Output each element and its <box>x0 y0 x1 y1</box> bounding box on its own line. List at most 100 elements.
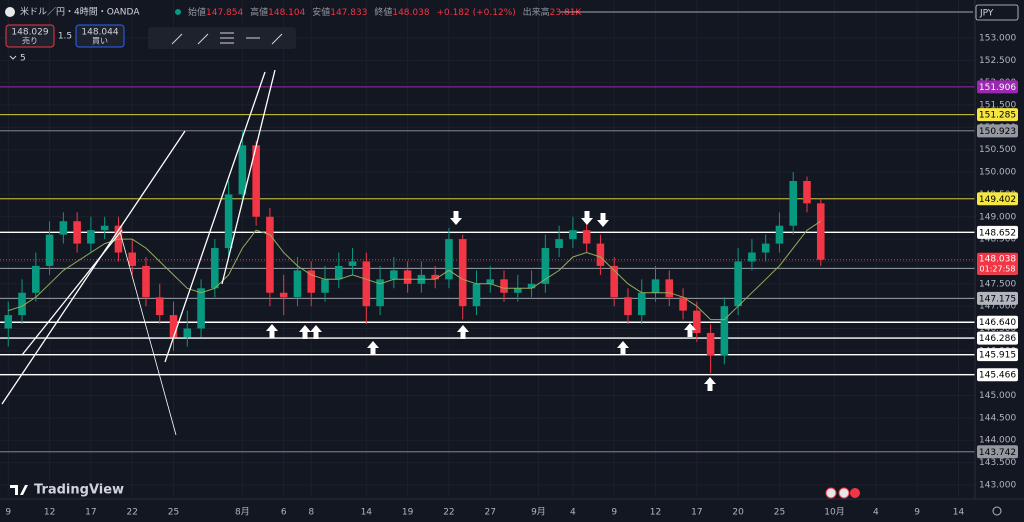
candle-body <box>693 310 701 333</box>
candle-body <box>376 279 384 307</box>
candle-body <box>307 270 316 293</box>
level-label-box <box>977 80 1018 94</box>
event-icon[interactable] <box>838 487 850 499</box>
ohlc-label: 高値 <box>250 6 268 18</box>
candle-body <box>803 181 811 204</box>
current-price-box <box>977 252 1018 275</box>
x-tick-label: 17 <box>691 508 702 518</box>
sell-label[interactable]: 売り <box>22 36 38 46</box>
y-tick-label: 143.500 <box>979 458 1016 468</box>
candle-body <box>266 216 274 293</box>
trend-lines <box>1 69 276 436</box>
y-tick-label: 147.000 <box>979 302 1016 312</box>
level-label-box <box>977 124 1018 138</box>
settings-icon[interactable] <box>992 506 1002 516</box>
candle-body <box>472 283 481 307</box>
toolbar-icons[interactable] <box>171 32 283 45</box>
x-tick-label: 8月 <box>235 507 250 518</box>
candle-body <box>87 230 95 244</box>
ohlc-value: 148.038 <box>392 8 429 18</box>
x-tick-label: 10月 <box>824 507 844 518</box>
candle-body <box>362 261 371 307</box>
candle-body <box>665 279 674 298</box>
candle-body <box>18 292 26 316</box>
x-tick-label: 8 <box>308 508 314 518</box>
x-tick-label: 4 <box>570 508 576 518</box>
candle-body <box>761 243 770 253</box>
symbol[interactable]: 米ドル／円・4時間・OANDA <box>20 6 140 18</box>
candle-body <box>73 221 81 244</box>
level-label-box <box>977 348 1018 362</box>
candle-body <box>610 265 618 298</box>
candle-body <box>734 261 742 307</box>
candle-body <box>293 270 302 298</box>
currency-box[interactable] <box>975 4 1019 21</box>
y-tick-label: 150.000 <box>979 168 1016 178</box>
candle-body <box>541 248 550 284</box>
ohlc-label: 安値 <box>312 6 330 18</box>
buy-button[interactable] <box>75 24 125 48</box>
level-label-box <box>977 291 1018 305</box>
x-tick-label: 22 <box>443 508 454 518</box>
current-price-label: 148.038 <box>979 254 1016 264</box>
logo: TradingView <box>10 483 124 498</box>
candle-body <box>155 297 164 316</box>
y-tick-label: 150.500 <box>979 145 1016 155</box>
trend-line <box>221 69 276 285</box>
indicators-count[interactable]: 5 <box>20 54 26 64</box>
level-label-box <box>977 315 1018 329</box>
x-tick-label: 4 <box>873 508 879 518</box>
levels <box>0 86 975 453</box>
candle-body <box>679 297 687 311</box>
level-label: 146.286 <box>979 334 1016 344</box>
candle-body <box>224 194 233 249</box>
candle-body <box>816 203 825 260</box>
x-tick-label: 22 <box>126 508 137 518</box>
logo-text[interactable]: TradingView <box>34 483 124 498</box>
candle-body <box>100 225 109 231</box>
trade-panel: 148.029 売り 1.5 148.044 買い 5 <box>5 24 125 64</box>
logo-icon <box>10 485 28 495</box>
y-tick-label: 151.500 <box>979 101 1016 111</box>
ohlc: 始値147.854 高値148.104 安値147.833 終値148.038 … <box>188 6 582 18</box>
candle-body <box>555 239 563 249</box>
x-tick-label: 9月 <box>531 507 546 518</box>
candle-body <box>334 265 343 280</box>
candle-body <box>197 288 205 329</box>
y-tick-label: 153.000 <box>979 33 1016 43</box>
candle-body <box>651 279 660 293</box>
sell-price[interactable]: 148.029 <box>11 28 48 38</box>
x-tick-label: 19 <box>402 508 414 518</box>
ohlc-value: 147.854 <box>206 8 243 18</box>
x-tick-label: 6 <box>281 508 287 518</box>
level-label: 146.640 <box>979 318 1016 328</box>
currency[interactable]: JPY <box>979 9 994 19</box>
drawing-toolbar <box>148 27 296 49</box>
sell-button[interactable] <box>5 24 55 48</box>
candle-body <box>582 230 591 244</box>
candle-body <box>500 279 508 293</box>
level-label-box <box>977 331 1018 345</box>
x-tick-label: 12 <box>650 508 661 518</box>
event-icon[interactable] <box>825 487 837 499</box>
level-label: 145.915 <box>979 351 1016 361</box>
candle-body <box>514 288 522 293</box>
candle-body <box>252 145 260 217</box>
candles <box>4 131 825 374</box>
y-tick-label: 148.500 <box>979 235 1016 245</box>
y-tick-label: 145.000 <box>979 391 1016 401</box>
buy-label[interactable]: 買い <box>92 37 108 46</box>
candle-body <box>390 270 398 280</box>
candle-body <box>238 145 247 195</box>
event-icon[interactable] <box>850 488 860 498</box>
volume: 23.81K <box>550 8 583 18</box>
volume-label: 出来高 <box>523 6 550 18</box>
candle-body <box>775 225 784 244</box>
candle-body <box>431 274 439 280</box>
candle-body <box>59 221 68 235</box>
collapse-icon[interactable] <box>9 55 17 60</box>
trend-line <box>1 130 186 405</box>
ohlc-label: 終値 <box>374 6 392 18</box>
buy-price[interactable]: 148.044 <box>81 28 118 38</box>
